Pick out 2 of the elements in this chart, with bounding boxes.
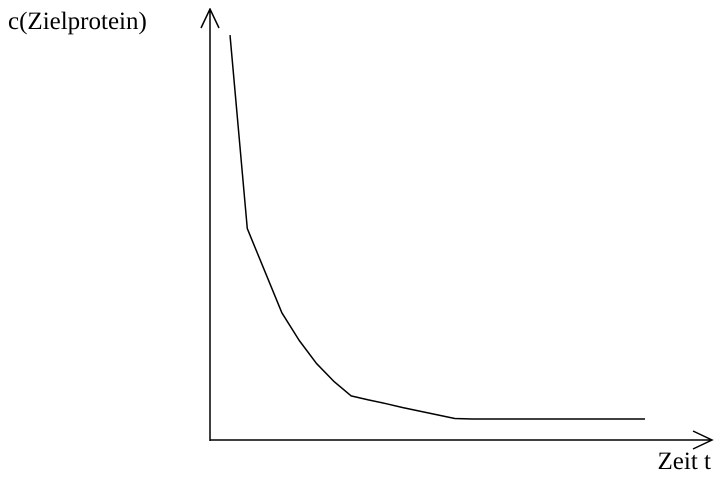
y-axis-title: c(Zielprotein): [8, 8, 147, 36]
x-axis-title: Zeit t: [658, 448, 711, 476]
